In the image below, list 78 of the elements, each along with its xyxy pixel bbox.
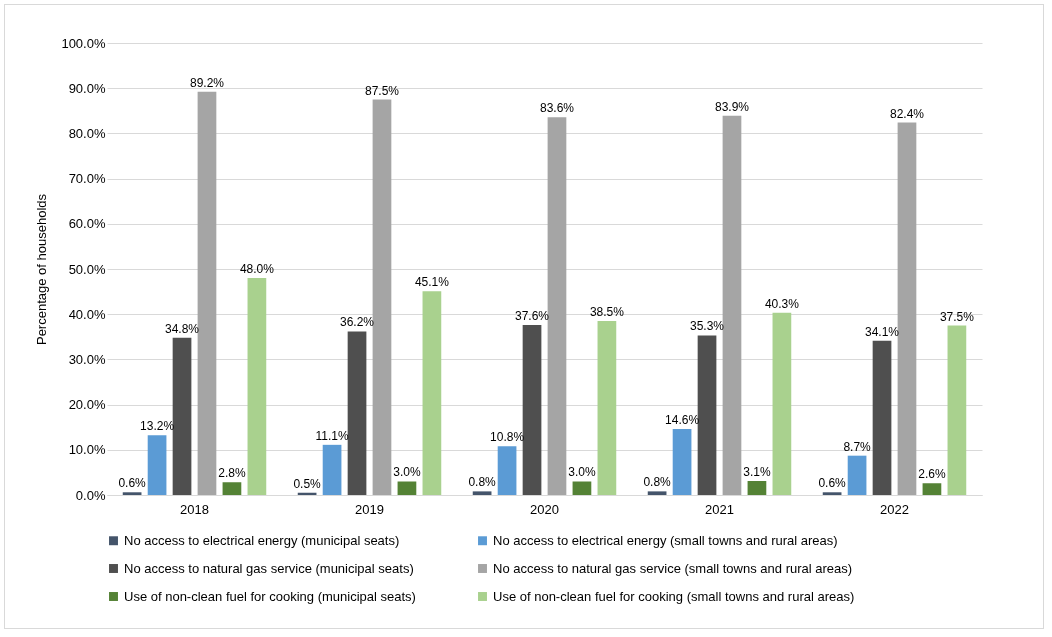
bar (322, 444, 342, 495)
x-tick-label: 2019 (355, 501, 384, 517)
bar (672, 429, 692, 495)
bar (547, 117, 567, 495)
data-label: 3.0% (568, 465, 596, 480)
data-label: 3.1% (743, 464, 771, 479)
bar (122, 492, 142, 495)
bar (597, 320, 617, 495)
bar (722, 115, 742, 495)
data-label: 0.6% (118, 476, 147, 491)
data-label: 2.8% (218, 466, 246, 481)
data-label: 34.1% (865, 324, 900, 339)
data-label: 83.6% (539, 101, 575, 116)
data-label: 87.5% (364, 83, 400, 98)
data-label: 40.3% (764, 296, 800, 311)
bar (372, 99, 392, 495)
y-tick-label: 60.0% (68, 216, 106, 232)
data-label: 89.2% (189, 75, 225, 90)
legend-label: No access to electrical energy (municipal seats) (124, 532, 400, 548)
bar (647, 491, 667, 495)
data-label: 38.5% (589, 304, 625, 319)
data-label: 45.1% (414, 275, 450, 290)
data-label: 3.0% (393, 465, 421, 480)
bar (172, 337, 192, 495)
bar (147, 435, 167, 495)
bar (897, 122, 917, 495)
bar (247, 278, 267, 495)
bar (397, 481, 417, 495)
y-tick-label: 80.0% (68, 125, 106, 141)
x-tick-label: 2018 (180, 501, 209, 517)
bar (822, 492, 842, 495)
y-tick-label: 30.0% (68, 351, 106, 367)
bar (197, 91, 217, 495)
bar (872, 340, 892, 495)
y-tick-label: 10.0% (68, 442, 106, 458)
data-label: 34.8% (165, 321, 200, 336)
y-tick-label: 90.0% (68, 80, 106, 96)
bar (847, 455, 867, 495)
legend-label: Use of non-clean fuel for cooking (small towns and rural areas) (493, 588, 855, 604)
y-tick-label: 40.0% (68, 306, 106, 322)
data-label: 83.9% (714, 99, 750, 114)
data-label: 0.5% (293, 476, 322, 491)
bar (772, 312, 792, 495)
bar (222, 482, 242, 495)
data-label: 37.6% (515, 309, 550, 324)
bar (922, 483, 942, 495)
data-label: 37.5% (939, 309, 975, 324)
bar (522, 325, 542, 495)
y-axis-title: Percentage of households (34, 193, 50, 346)
data-label: 0.8% (643, 475, 672, 490)
bar (472, 491, 492, 495)
y-tick-label: 50.0% (68, 261, 106, 277)
legend-label: No access to natural gas service (small towns and rural areas) (493, 560, 853, 576)
bar (947, 325, 967, 495)
data-label: 48.0% (239, 262, 275, 277)
bar (422, 291, 442, 495)
y-tick-label: 20.0% (68, 397, 106, 413)
data-label: 0.6% (818, 476, 847, 491)
x-tick-label: 2022 (880, 501, 909, 517)
bar (347, 331, 367, 495)
legend-label: No access to natural gas service (municipal seats) (124, 560, 414, 576)
data-label: 82.4% (889, 106, 925, 121)
bar (697, 335, 717, 495)
data-label: 36.2% (340, 315, 375, 330)
bar (497, 446, 517, 495)
x-tick-label: 2021 (705, 501, 734, 517)
x-tick-label: 2020 (530, 501, 559, 517)
y-tick-label: 0.0% (75, 487, 106, 503)
data-label: 0.8% (468, 475, 497, 490)
data-label: 2.6% (918, 467, 946, 482)
legend-label: Use of non-clean fuel for cooking (municipal seats) (124, 588, 416, 604)
y-tick-label: 100.0% (61, 35, 106, 51)
bar (572, 481, 592, 495)
bar (747, 480, 767, 495)
data-label: 35.3% (690, 319, 725, 334)
y-tick-label: 70.0% (68, 171, 106, 187)
data-label: 8.7% (843, 439, 872, 454)
legend-label: No access to electrical energy (small towns and rural areas) (493, 532, 838, 548)
